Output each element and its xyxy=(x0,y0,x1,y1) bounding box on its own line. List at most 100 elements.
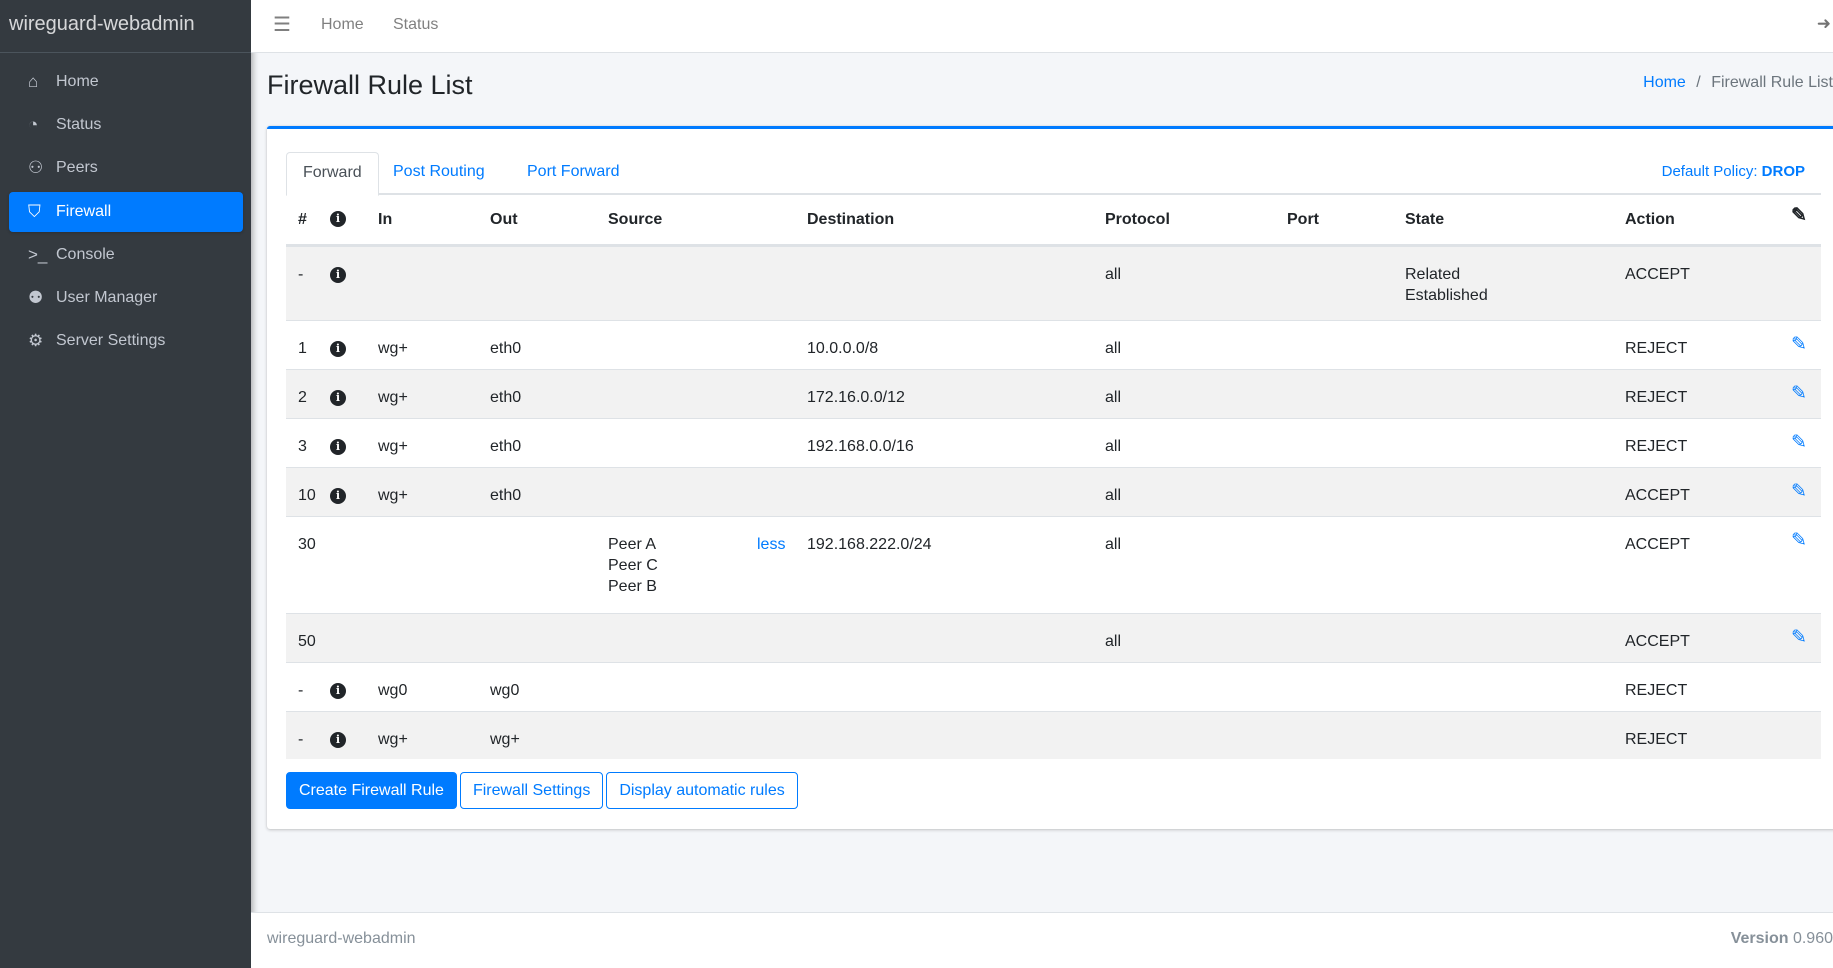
cell-destination: 192.168.222.0/24 xyxy=(807,536,932,553)
info-icon[interactable]: i xyxy=(330,683,346,699)
version-label: Version xyxy=(1730,930,1789,947)
header-out: Out xyxy=(490,211,518,228)
info-icon[interactable]: i xyxy=(330,267,346,283)
default-policy[interactable]: Default Policy: DROP xyxy=(1662,163,1805,180)
cell-source[interactable]: Peer C xyxy=(608,557,658,574)
sidebar-item-user-manager[interactable]: ⚉ User Manager xyxy=(9,278,243,318)
edit-icon[interactable]: ✎ xyxy=(1791,205,1807,226)
sidebar-item-label: Home xyxy=(56,73,99,90)
info-icon[interactable]: i xyxy=(330,732,346,748)
terminal-icon: >_ xyxy=(28,245,48,264)
cell-action: ACCEPT xyxy=(1625,266,1690,283)
header-num: # xyxy=(298,211,307,228)
cell-less[interactable]: less xyxy=(757,536,786,553)
cell-destination: 192.168.0.0/16 xyxy=(807,438,914,455)
header-source: Source xyxy=(608,211,663,228)
info-icon[interactable]: i xyxy=(330,390,346,406)
cell-num: - xyxy=(298,731,304,748)
table-row: - wg+ wg+ REJECT i xyxy=(286,711,1821,759)
header-port: Port xyxy=(1287,211,1319,228)
hamburger-menu-icon[interactable]: ☰ xyxy=(273,14,291,36)
cogs-icon: ⚙ xyxy=(28,331,44,350)
cell-destination: 10.0.0.0/8 xyxy=(807,340,879,357)
cell-action: REJECT xyxy=(1625,340,1688,357)
cell-num: 2 xyxy=(298,389,307,406)
breadcrumb-home[interactable]: Home xyxy=(1643,74,1686,91)
cell-num: 30 xyxy=(298,536,316,553)
table-row: 50 all ACCEPT ✎ xyxy=(286,613,1821,662)
sidebar-item-home[interactable]: ⌂ Home xyxy=(9,62,243,102)
topbar-status-link[interactable]: Status xyxy=(393,16,439,33)
top-navbar: ☰ Home Status ➜ xyxy=(251,0,1833,53)
sidebar-item-firewall[interactable]: ⛉ Firewall xyxy=(9,192,243,232)
cell-out: eth0 xyxy=(490,340,522,357)
cell-out: eth0 xyxy=(490,389,522,406)
table-row: - all ACCEPT i Related Established xyxy=(286,246,1821,320)
tab-forward[interactable]: Forward xyxy=(286,152,379,196)
cell-num: - xyxy=(298,682,304,699)
sidebar-item-label: User Manager xyxy=(56,289,158,306)
cell-protocol: all xyxy=(1105,536,1122,553)
cell-out: eth0 xyxy=(490,487,522,504)
cell-num: - xyxy=(298,266,304,283)
cell-action: ACCEPT xyxy=(1625,633,1690,650)
users-cog-icon: ⚇ xyxy=(28,158,44,177)
shield-icon: ⛉ xyxy=(28,202,41,221)
edit-icon[interactable]: ✎ xyxy=(1791,530,1807,551)
sidebar-item-label: Peers xyxy=(56,159,98,176)
firewall-settings-button[interactable]: Firewall Settings xyxy=(459,772,604,809)
cell-in: wg0 xyxy=(378,682,408,699)
sidebar-item-console[interactable]: >_ Console xyxy=(9,235,243,275)
cell-out: wg0 xyxy=(490,682,520,699)
display-automatic-rules-button[interactable]: Display automatic rules xyxy=(606,772,798,809)
footer-brand: wireguard-webadmin xyxy=(267,930,416,947)
cell-protocol: all xyxy=(1105,438,1122,455)
edit-icon[interactable]: ✎ xyxy=(1791,481,1807,502)
topbar-home-link[interactable]: Home xyxy=(321,16,364,33)
edit-icon[interactable]: ✎ xyxy=(1791,383,1807,404)
cell-source[interactable]: Peer A xyxy=(608,536,657,553)
table-row: 30 less 192.168.222.0/24 all ACCEPT Peer A Pee… xyxy=(286,516,1821,613)
cell-protocol: all xyxy=(1105,340,1122,357)
logout-icon[interactable]: ➜ xyxy=(1816,14,1831,33)
table-row: 3 wg+ eth0 192.168.0.0/16 all REJECT i ✎ xyxy=(286,418,1821,467)
sidebar-item-server-settings[interactable]: ⚙ Server Settings xyxy=(9,321,243,361)
info-icon[interactable]: i xyxy=(330,488,346,504)
cell-in: wg+ xyxy=(378,438,408,455)
brand-link[interactable]: wireguard-webadmin xyxy=(0,0,251,53)
cell-num: 1 xyxy=(298,340,307,357)
sidebar-item-label: Server Settings xyxy=(56,332,166,349)
tab-post-routing[interactable]: Post Routing xyxy=(393,163,485,180)
cell-in: wg+ xyxy=(378,487,408,504)
sidebar: wireguard-webadmin ⌂ Home ◔ Status ⚇ Peers ⛉ Fi… xyxy=(0,0,251,968)
header-protocol: Protocol xyxy=(1105,211,1170,228)
breadcrumb-current: Firewall Rule List xyxy=(1711,74,1833,91)
table-row: 10 wg+ eth0 all ACCEPT i ✎ xyxy=(286,467,1821,516)
table-row: - wg0 wg0 REJECT i xyxy=(286,662,1821,711)
tab-port-forward[interactable]: Port Forward xyxy=(527,163,620,180)
edit-icon[interactable]: ✎ xyxy=(1791,334,1807,355)
cell-action: ACCEPT xyxy=(1625,487,1690,504)
cell-out: eth0 xyxy=(490,438,522,455)
cell-out: wg+ xyxy=(490,731,520,748)
edit-icon[interactable]: ✎ xyxy=(1791,627,1807,648)
header-in: In xyxy=(378,211,393,228)
cell-in: wg+ xyxy=(378,731,408,748)
info-icon[interactable]: i xyxy=(330,439,346,455)
cell-action: REJECT xyxy=(1625,389,1688,406)
header-state: State xyxy=(1405,211,1445,228)
create-firewall-rule-button[interactable]: Create Firewall Rule xyxy=(286,772,457,809)
table-row: 1 wg+ eth0 10.0.0.0/8 all REJECT i ✎ xyxy=(286,320,1821,369)
sidebar-item-peers[interactable]: ⚇ Peers xyxy=(9,148,243,188)
info-icon[interactable]: i xyxy=(330,341,346,357)
sidebar-item-label: Console xyxy=(56,246,115,263)
breadcrumb: Home / Firewall Rule List xyxy=(1643,74,1833,92)
version-value: 0.960 xyxy=(1792,930,1833,947)
edit-icon[interactable]: ✎ xyxy=(1791,432,1807,453)
info-icon: i xyxy=(330,211,346,227)
cell-action: ACCEPT xyxy=(1625,536,1690,553)
sidebar-item-status[interactable]: ◔ Status xyxy=(9,105,243,145)
cell-source[interactable]: Peer B xyxy=(608,578,657,595)
header-destination: Destination xyxy=(807,211,895,228)
cell-num: 3 xyxy=(298,438,307,455)
